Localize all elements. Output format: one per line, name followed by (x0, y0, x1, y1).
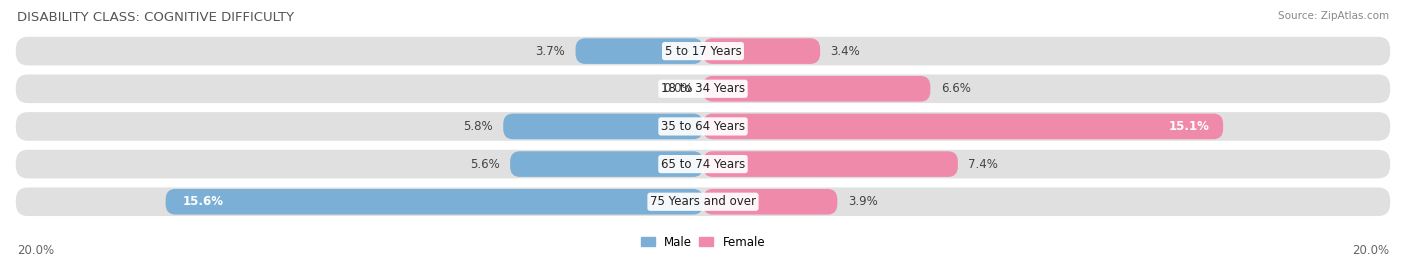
Text: 7.4%: 7.4% (969, 158, 998, 171)
FancyBboxPatch shape (703, 151, 957, 177)
Text: Source: ZipAtlas.com: Source: ZipAtlas.com (1278, 11, 1389, 21)
Text: 18 to 34 Years: 18 to 34 Years (661, 82, 745, 95)
FancyBboxPatch shape (703, 38, 820, 64)
Text: 3.7%: 3.7% (536, 45, 565, 58)
FancyBboxPatch shape (703, 189, 838, 215)
FancyBboxPatch shape (503, 114, 703, 139)
FancyBboxPatch shape (703, 76, 931, 102)
FancyBboxPatch shape (15, 187, 1391, 216)
FancyBboxPatch shape (575, 38, 703, 64)
Legend: Male, Female: Male, Female (641, 236, 765, 249)
Text: 5.8%: 5.8% (463, 120, 494, 133)
Text: 5 to 17 Years: 5 to 17 Years (665, 45, 741, 58)
Text: 65 to 74 Years: 65 to 74 Years (661, 158, 745, 171)
Text: 5.6%: 5.6% (470, 158, 499, 171)
FancyBboxPatch shape (510, 151, 703, 177)
FancyBboxPatch shape (15, 112, 1391, 141)
Text: 75 Years and over: 75 Years and over (650, 195, 756, 208)
Text: 20.0%: 20.0% (17, 244, 53, 257)
FancyBboxPatch shape (15, 75, 1391, 103)
Text: DISABILITY CLASS: COGNITIVE DIFFICULTY: DISABILITY CLASS: COGNITIVE DIFFICULTY (17, 11, 294, 24)
FancyBboxPatch shape (15, 37, 1391, 65)
Text: 35 to 64 Years: 35 to 64 Years (661, 120, 745, 133)
Text: 6.6%: 6.6% (941, 82, 970, 95)
Text: 20.0%: 20.0% (1353, 244, 1389, 257)
Text: 3.4%: 3.4% (831, 45, 860, 58)
FancyBboxPatch shape (15, 150, 1391, 178)
FancyBboxPatch shape (166, 189, 703, 215)
Text: 0.0%: 0.0% (664, 82, 693, 95)
Text: 3.9%: 3.9% (848, 195, 877, 208)
Text: 15.6%: 15.6% (183, 195, 224, 208)
FancyBboxPatch shape (703, 114, 1223, 139)
Text: 15.1%: 15.1% (1168, 120, 1209, 133)
